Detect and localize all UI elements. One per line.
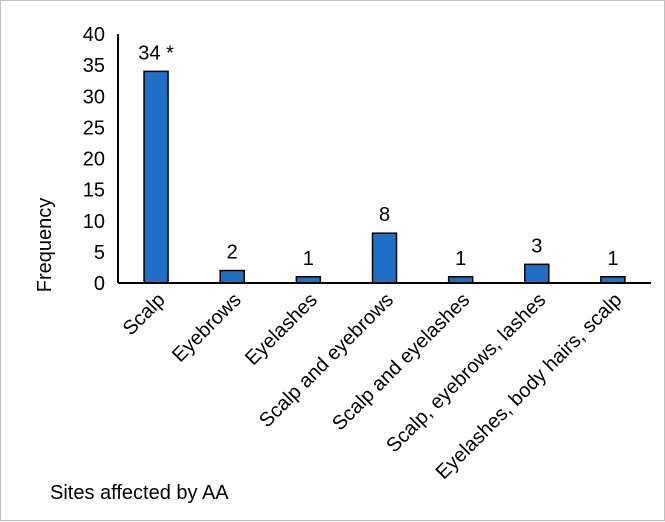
x-category-label: Scalp, eyebrows, lashes [382, 289, 550, 457]
y-tick-label: 20 [83, 149, 105, 171]
bar-data-label: 2 [227, 242, 238, 264]
y-axis-ticks: 0 5 10 15 20 25 30 35 40 [83, 24, 105, 295]
x-axis-title: Sites affected by AA [50, 482, 229, 504]
bar-data-label: 34 * [138, 42, 174, 64]
bar-data-label: 8 [379, 204, 390, 226]
y-tick-label: 10 [83, 211, 105, 233]
bar-data-label: 1 [455, 248, 466, 270]
x-category-label: Eyebrows [168, 289, 246, 367]
bar [219, 269, 245, 284]
y-tick-label: 30 [83, 86, 105, 108]
y-tick-label: 0 [94, 273, 105, 295]
x-category-label: Scalp and eyelashes [328, 289, 474, 435]
bar [371, 232, 398, 284]
y-tick-label: 15 [83, 180, 105, 202]
x-category-label: Scalp [119, 289, 170, 340]
x-category-label: Scalp and eyebrows [255, 289, 398, 432]
bars [143, 70, 626, 284]
axes [117, 34, 651, 284]
bar [524, 263, 550, 284]
y-tick-label: 35 [83, 55, 105, 77]
x-category-label: Eyelashes [241, 289, 322, 370]
y-tick-label: 5 [94, 242, 105, 264]
bar-data-label: 3 [531, 235, 542, 257]
bar-data-label: 1 [607, 248, 618, 270]
y-axis-title: Frequency [34, 198, 56, 293]
data-labels: 34 * 2 1 8 1 3 1 [138, 42, 618, 269]
y-tick-label: 25 [83, 117, 105, 139]
y-tick-label: 40 [83, 24, 105, 46]
bar [143, 70, 169, 284]
bar-data-label: 1 [303, 248, 314, 270]
